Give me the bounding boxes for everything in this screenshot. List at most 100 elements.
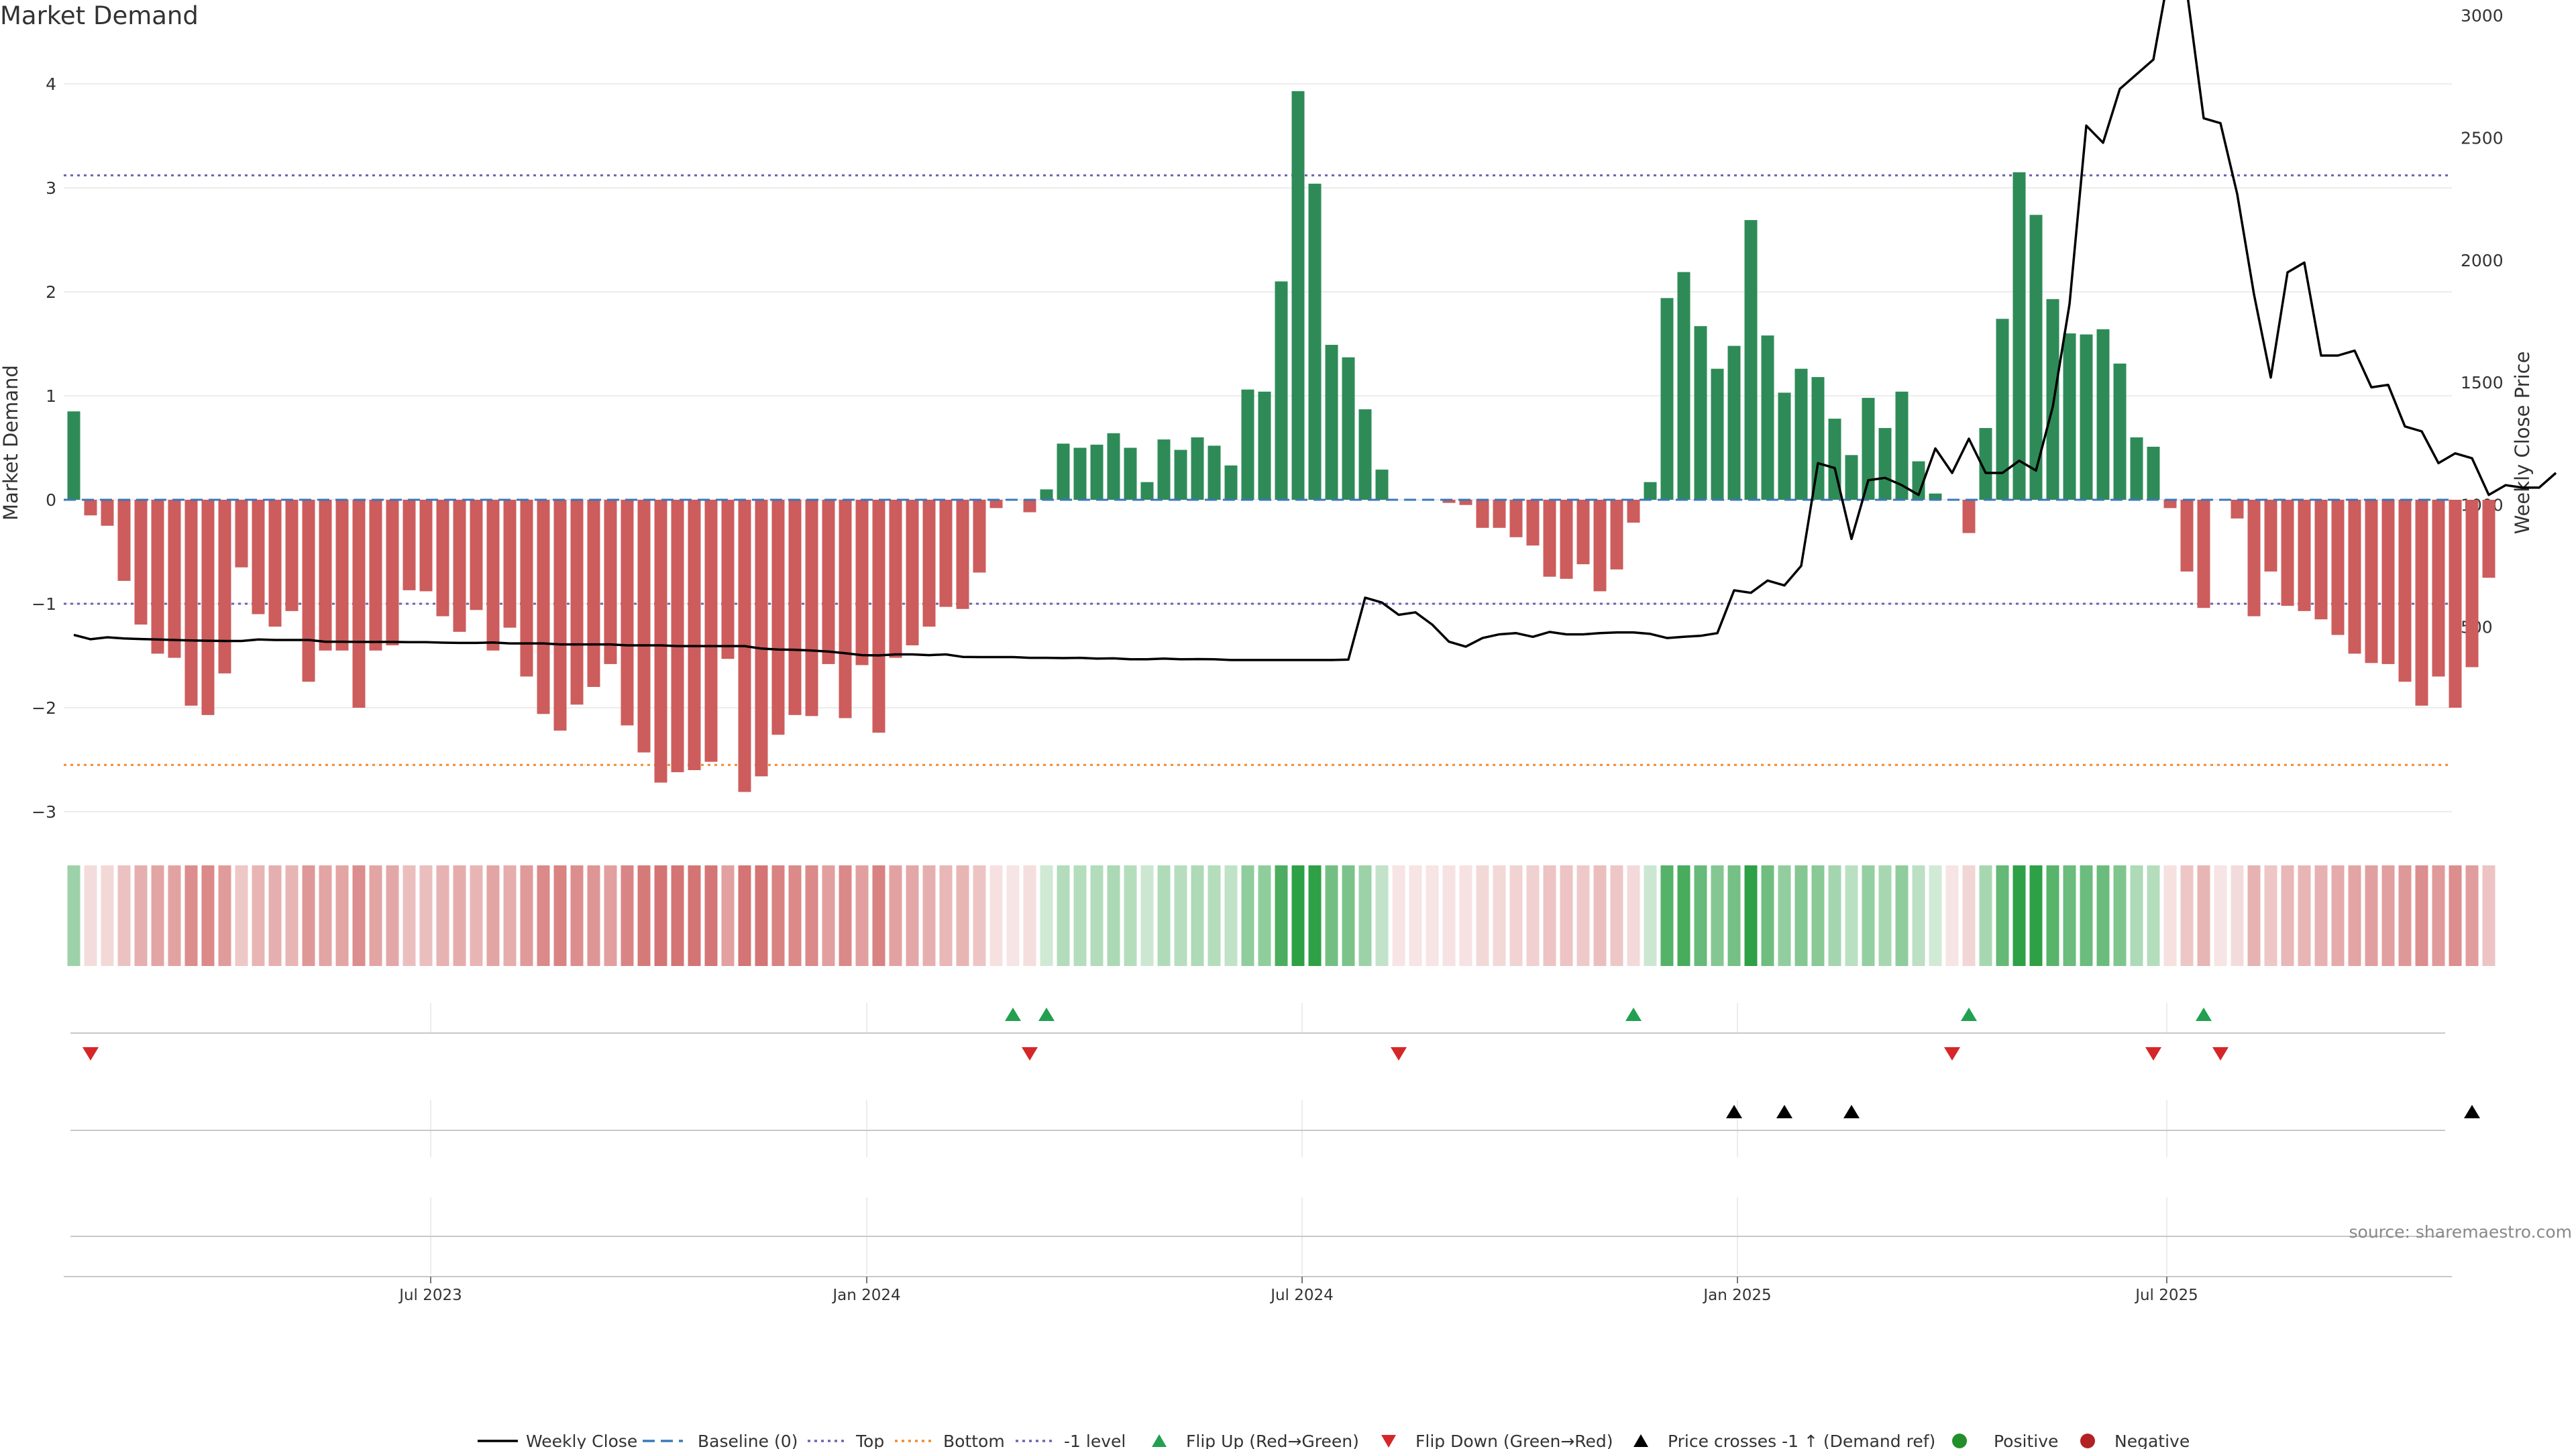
heat-strip-cell [721,865,735,966]
heat-strip-cell [637,865,651,966]
heat-strip-cell [1912,865,1925,966]
heat-strip-cell [704,865,718,966]
legend-swatch [1633,1434,1648,1447]
heat-strip-cell [2012,865,2026,966]
demand-bar [939,500,953,607]
heat-strip-cell [1895,865,1909,966]
demand-bar [1677,272,1690,500]
demand-bar [201,500,215,715]
flip-up-marker [2196,1008,2212,1021]
demand-bar [386,500,399,645]
flip-down-marker [1944,1047,1960,1061]
heat-strip-cell [906,865,919,966]
heat-strip-cell [2180,865,2194,966]
demand-bar [1727,345,1741,500]
heat-strip-cell [1794,865,1808,966]
y-tick-label: −1 [32,594,56,614]
demand-bar [1962,500,1976,533]
demand-bar [2415,500,2428,706]
heat-strip-cell [570,865,584,966]
demand-bar [2264,500,2277,572]
flip-down-marker [1022,1047,1038,1061]
demand-bar [2163,500,2177,508]
heat-strip-cell [671,865,684,966]
demand-bar [872,500,885,733]
demand-bar [1224,465,1238,500]
y-tick-label: −2 [32,698,56,718]
demand-bar [486,500,500,651]
heat-strip-cell [1476,865,1489,966]
heat-strip-cell [1576,865,1590,966]
demand-bar [1325,345,1338,500]
heat-strip-cell [889,865,902,966]
heat-strip-cell [788,865,802,966]
demand-bar [1459,500,1472,505]
demand-bar [1929,493,1942,500]
heat-strip-cell [1660,865,1674,966]
demand-bar [906,500,919,645]
x-tick-label: Jul 2024 [1269,1287,1334,1304]
heat-strip-cell [855,865,869,966]
demand-bar [1711,368,1724,500]
demand-bar [1627,500,1640,523]
demand-bar [2348,500,2361,654]
demand-bar [503,500,517,628]
x-tick-label: Jan 2025 [1702,1287,1771,1304]
heat-strip-cell [1610,865,1623,966]
demand-bar [2365,500,2378,663]
heat-strip-cell [2063,865,2076,966]
demand-bar [2381,500,2395,664]
heat-strip-cell [839,865,852,966]
legend-label: -1 level [1064,1432,1126,1449]
demand-bar [922,500,936,627]
demand-bar [1442,500,1456,503]
heat-strip-cell [1140,865,1154,966]
heat-strip-cell [2046,865,2059,966]
demand-bar [268,500,282,627]
demand-bar [1140,482,1154,500]
heat-strip-cell [419,865,433,966]
heat-strip-cell [1073,865,1087,966]
heat-strip-cell [1191,865,1204,966]
y2-tick-label: 2500 [2461,129,2504,148]
demand-bar [67,411,80,500]
heat-strip-cell [117,865,131,966]
demand-bar [1878,428,1892,500]
heat-strip-cell [335,865,349,966]
heat-strip-cell [235,865,248,966]
heat-strip-cell [453,865,466,966]
demand-bar [1560,500,1573,579]
flip-down-marker [1391,1047,1407,1061]
demand-bar [1610,500,1623,570]
demand-bar [1124,447,1137,500]
demand-bar [1543,500,1556,577]
heat-strip-cell [1996,865,2009,966]
demand-bar [956,500,969,609]
legend-label: Weekly Close [526,1432,637,1449]
demand-bar [1778,392,1791,500]
chart-title: Market Demand [0,1,199,30]
demand-bar [2130,437,2143,500]
heat-strip-cell [369,865,382,966]
demand-bar [151,500,164,654]
heat-strip-cell [771,865,785,966]
heat-strip-cell [755,865,768,966]
demand-bar [335,500,349,651]
heat-strip-cell [621,865,634,966]
demand-bar [1996,319,2009,500]
heat-strip-cell [1442,865,1456,966]
y-tick-label: 0 [46,490,56,510]
demand-bar [671,500,684,773]
demand-bar [1794,368,1808,500]
flip-down-marker [2212,1047,2229,1061]
heat-strip-cell [1862,865,1875,966]
demand-bar [1057,443,1070,500]
demand-bar [771,500,785,735]
demand-bar [1107,433,1120,500]
demand-bar [2012,172,2026,500]
source-note: source: sharemaestro.com [2349,1222,2573,1242]
demand-bar [973,500,986,573]
heat-strip-cell [922,865,936,966]
demand-bar [755,500,768,777]
